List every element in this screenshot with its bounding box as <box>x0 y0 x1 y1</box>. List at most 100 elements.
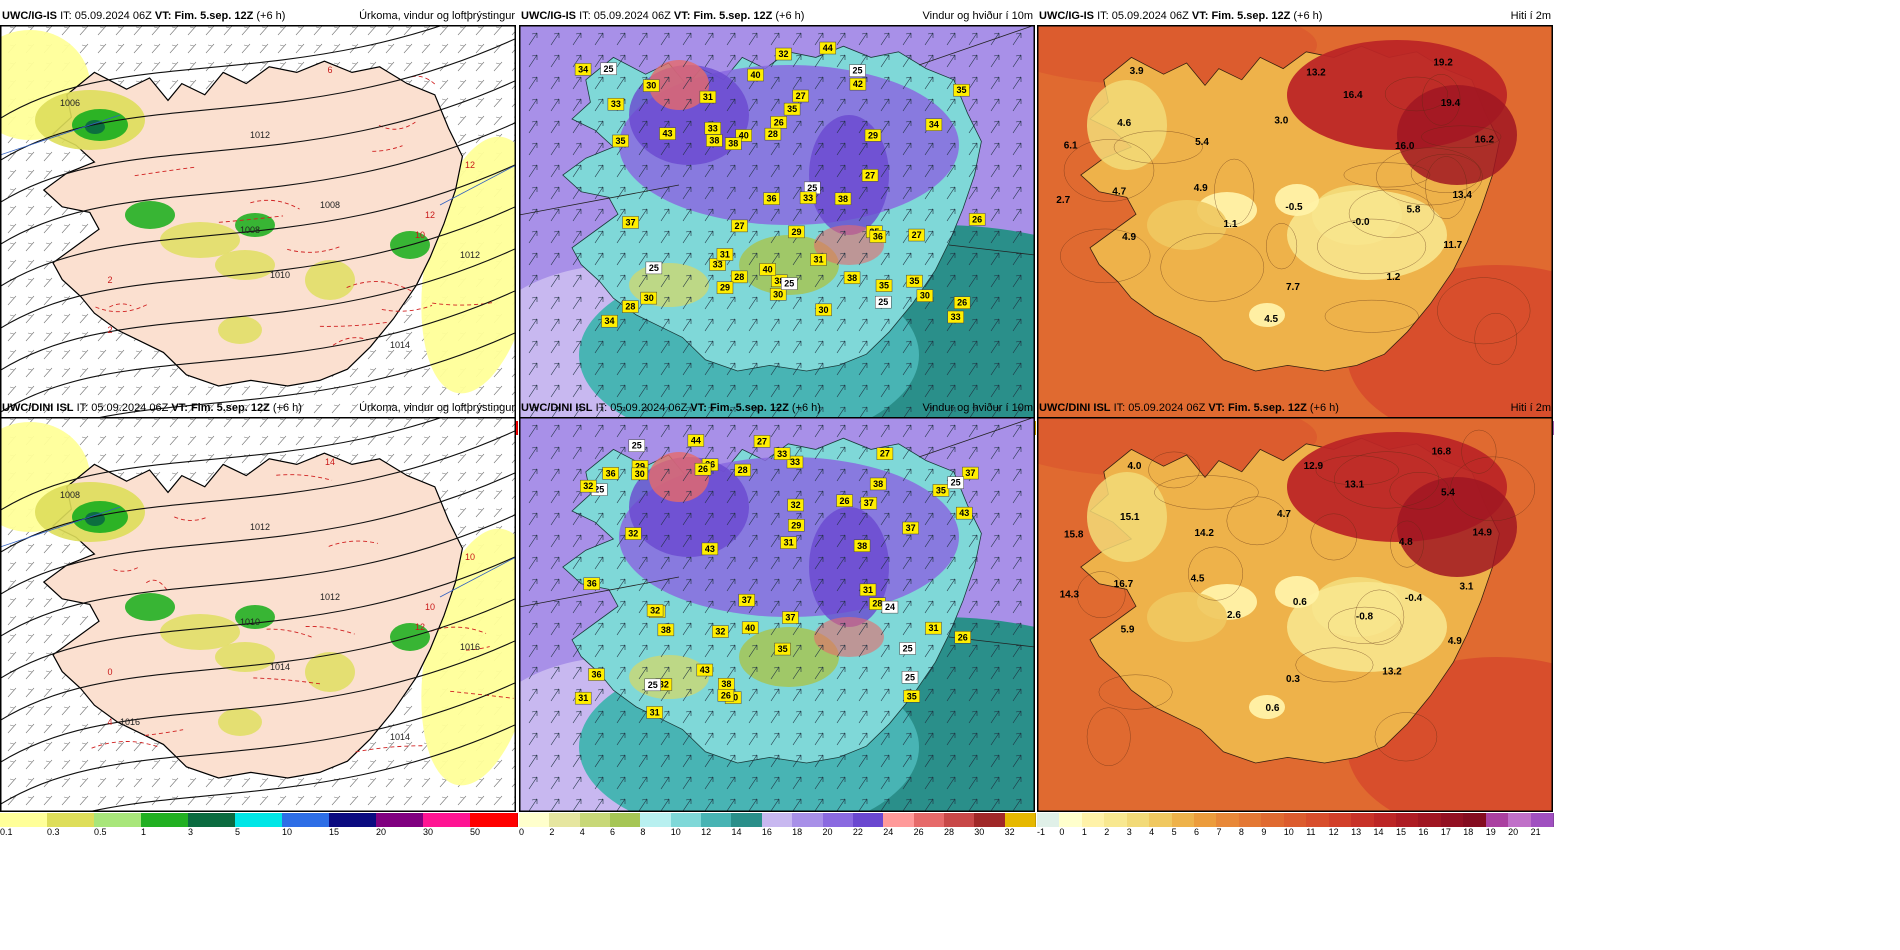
isobar <box>0 163 516 288</box>
product-title: Úrkoma, vindur og loftþrýstingur <box>359 10 515 22</box>
wind-map-panel: UWC/IG-IS IT: 05.09.2024 06Z VT: Fim. 5.… <box>519 8 1036 445</box>
color-scale-tick: 20 <box>822 827 833 837</box>
color-scale-tick: 3 <box>1126 827 1132 837</box>
svg-text:25: 25 <box>649 263 659 273</box>
svg-text:37: 37 <box>906 523 916 533</box>
svg-text:44: 44 <box>691 436 701 446</box>
gust-value-label: 33 <box>947 310 964 324</box>
map-area[interactable]: 1006 1008 1008 1010 1012 1012 1014 2 6 12 12 10 2 <box>0 25 517 420</box>
model-name: UWC/IG-IS <box>1039 10 1094 22</box>
lead-time: (+6 h) <box>775 10 805 22</box>
product-title: Hiti í 2m <box>1510 402 1551 414</box>
gust-value-label: 28 <box>734 463 751 477</box>
gust-value-label: 27 <box>876 447 894 460</box>
map-area[interactable]: 3.9 13.2 19.2 16.4 19.4 4.6 3.0 6.1 5.4 16.0 16.2 4… <box>1037 25 1553 420</box>
map-area[interactable]: 4.0 12.9 16.8 13.1 5.4 15.1 4.7 15.8 14.2 4.8 14.9… <box>1037 417 1553 812</box>
color-scale-swatch <box>1418 813 1442 827</box>
svg-text:33: 33 <box>713 260 723 270</box>
svg-text:29: 29 <box>868 130 878 140</box>
gust-value-label: 33 <box>786 455 804 469</box>
isobar-label: 1014 <box>270 662 290 672</box>
temperature-value-label: 6.1 <box>1064 140 1078 151</box>
svg-text:25: 25 <box>632 441 642 451</box>
temperature-value-label: 0.6 <box>1293 597 1307 608</box>
init-time-label: IT: <box>60 10 72 22</box>
isotherm-label: 12 <box>465 160 475 170</box>
map-area[interactable]: 2625433127333828373838432526253232353235… <box>519 417 1035 812</box>
gust-value-label: 35 <box>612 134 629 148</box>
temperature-value-label: 5.8 <box>1407 205 1421 216</box>
temperature-value-label: -0.8 <box>1356 612 1374 623</box>
svg-text:30: 30 <box>920 291 930 301</box>
color-scale-swatch <box>423 813 471 827</box>
svg-text:40: 40 <box>745 623 755 633</box>
temperature-value-label: 11.7 <box>1443 240 1462 251</box>
gust-value-label: 27 <box>908 228 925 242</box>
map-area[interactable]: 28 27 25 29 40 44 35 25 35 33 33 38 28 32 38 33 35 37 36 35… <box>519 25 1035 420</box>
svg-text:37: 37 <box>742 595 752 605</box>
temperature-value-label: 14.2 <box>1195 528 1215 539</box>
panel-header: UWC/IG-IS IT: 05.09.2024 06Z VT: Fim. 5.… <box>0 8 517 24</box>
product-title: Vindur og hviður í 10m <box>922 10 1033 22</box>
temperature-value-label: 4.9 <box>1194 183 1208 194</box>
init-time-label: IT: <box>1097 10 1109 22</box>
gust-value-label: 29 <box>788 225 805 239</box>
init-time-label: IT: <box>595 402 608 414</box>
svg-text:40: 40 <box>739 130 749 140</box>
color-scale-swatch <box>1081 813 1106 827</box>
color-scale-swatch <box>1351 813 1375 827</box>
isobar <box>0 555 516 680</box>
svg-text:25: 25 <box>784 279 794 289</box>
init-time: 05.09.2024 06Z <box>610 402 688 414</box>
isobar <box>0 79 516 204</box>
map-canvas: 28 27 25 29 40 44 35 25 35 33 33 38 28 32 38 33 35 37 36 35… <box>519 25 1035 420</box>
temperature-value-label: 3.0 <box>1274 115 1288 126</box>
isobar-label: 1012 <box>320 592 340 602</box>
gust-value-label: 25 <box>781 277 798 290</box>
svg-text:38: 38 <box>847 273 857 283</box>
color-scale-tick: -1 <box>1037 827 1046 837</box>
gust-value-label: 34 <box>925 118 943 131</box>
valid-time: Fim. 5.sep. 12Z <box>709 402 789 414</box>
color-scale-tick: 30 <box>423 827 434 837</box>
color-scale-swatch <box>1485 813 1510 827</box>
color-scale-tick: 0.5 <box>94 827 107 837</box>
color-scale-swatch <box>822 813 854 827</box>
temperature-value-label: 4.5 <box>1264 314 1278 325</box>
color-scale-swatch <box>235 813 283 827</box>
temperature-value-label: 1.2 <box>1386 272 1400 283</box>
temperature-value-label: 15.8 <box>1064 530 1084 541</box>
temperature-value-label: 14.3 <box>1060 590 1080 601</box>
svg-text:30: 30 <box>635 469 645 479</box>
color-scale-tick: 10 <box>282 827 293 837</box>
color-scale-tick: 19 <box>1485 827 1496 837</box>
color-scale-tick: 8 <box>640 827 646 837</box>
temp-map-panel: UWC/IG-IS IT: 05.09.2024 06Z VT: Fim. 5.… <box>1037 8 1554 445</box>
gust-value-label: 38 <box>706 134 723 147</box>
color-scale: -1 0 1 2 3 4 5 6 7 8 9 10 11 12 13 14 15 16 17 18 19 20 21 <box>1037 813 1554 837</box>
temperature-value-label: 19.4 <box>1441 98 1461 109</box>
color-scale-tick: 15 <box>329 827 340 837</box>
color-scale-swatch <box>943 813 976 827</box>
svg-text:36: 36 <box>606 468 616 478</box>
svg-text:35: 35 <box>936 485 946 495</box>
gust-value-label: 34 <box>574 63 592 76</box>
map-area[interactable]: 1008 1010 1012 1014 1016 1012 1014 1016 0 14 10 10 1… <box>0 417 517 812</box>
temperature-value-label: 16.7 <box>1114 579 1134 590</box>
temperature-value-label: 5.9 <box>1121 625 1135 636</box>
valid-time-label: VT: <box>1191 10 1209 22</box>
gust-value-label: 31 <box>859 583 877 597</box>
color-scale-swatch <box>1149 813 1173 827</box>
gust-value-label: 36 <box>583 577 600 590</box>
svg-text:35: 35 <box>956 85 966 95</box>
color-scale-swatch <box>0 813 48 827</box>
svg-text:25: 25 <box>852 66 862 76</box>
panel-header: UWC/IG-IS IT: 05.09.2024 06Z VT: Fim. 5.… <box>519 8 1035 24</box>
gust-value-label: 26 <box>954 631 971 644</box>
map-canvas: 3.9 13.2 19.2 16.4 19.4 4.6 3.0 6.1 5.4 16.0 16.2 4… <box>1037 25 1553 420</box>
gust-value-label: 28 <box>764 127 782 141</box>
gust-value-label: 43 <box>701 542 719 556</box>
color-scale-swatch <box>47 813 95 827</box>
color-scale-tick: 32 <box>1004 827 1015 837</box>
svg-text:33: 33 <box>790 457 800 467</box>
